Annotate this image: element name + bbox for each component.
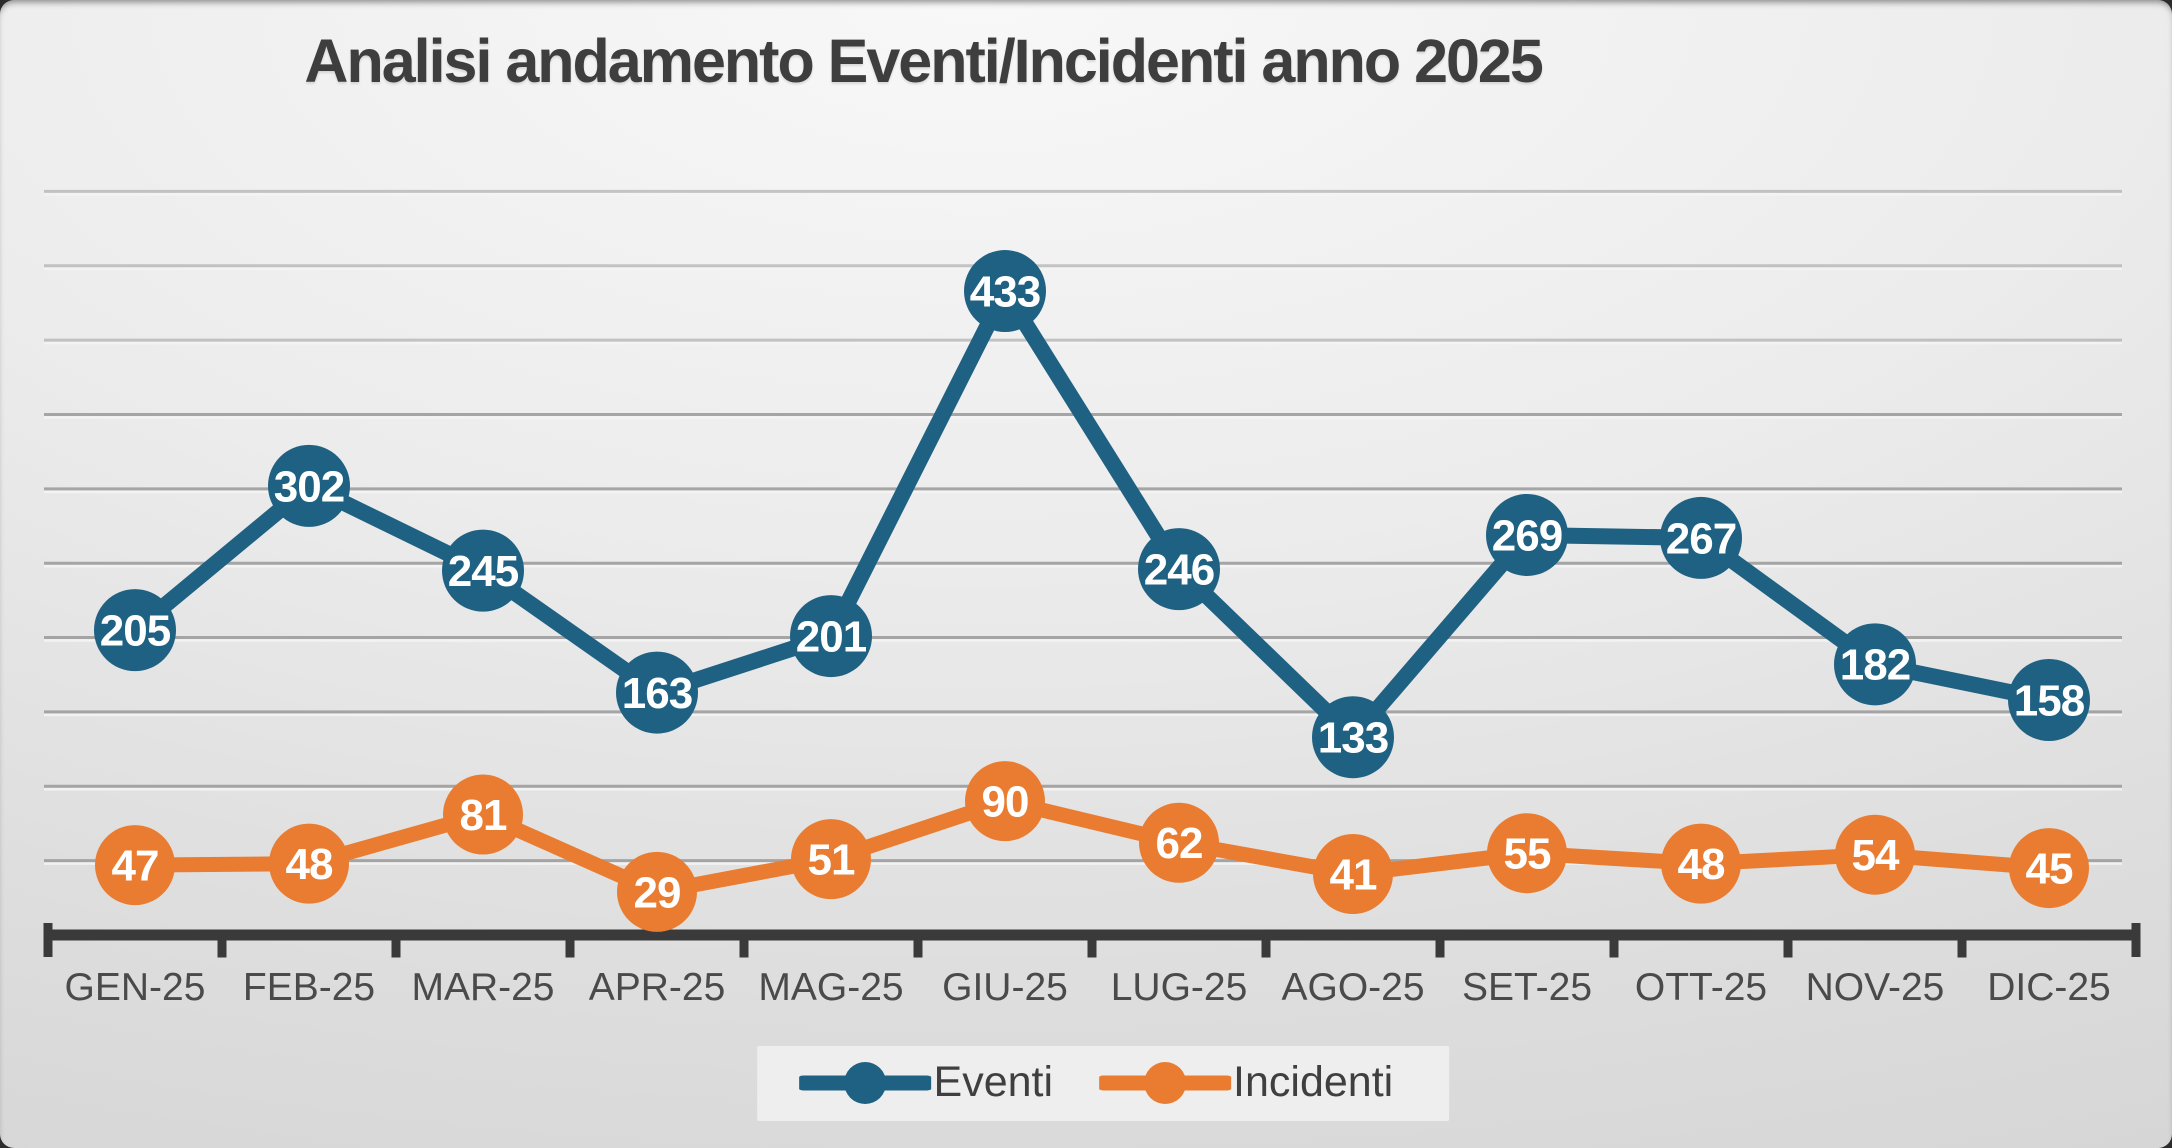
legend-label: Eventi bbox=[933, 1058, 1054, 1106]
legend-marker-icon-eventi bbox=[799, 1061, 932, 1104]
data-point-label-eventi: 133 bbox=[1318, 714, 1388, 763]
data-point-marker-eventi bbox=[1660, 496, 1742, 579]
x-axis-label: LUG-25 bbox=[1111, 966, 1248, 1009]
x-axis-tick bbox=[2131, 923, 2141, 957]
data-point-marker-incidenti bbox=[617, 851, 697, 932]
legend-label: Incidenti bbox=[1233, 1058, 1394, 1106]
data-point-label-eventi: 302 bbox=[274, 462, 344, 511]
data-point-marker-incidenti bbox=[443, 774, 523, 855]
series-line-eventi bbox=[127, 283, 2057, 746]
data-point-label-eventi: 201 bbox=[796, 612, 867, 661]
x-axis-label: AGO-25 bbox=[1281, 966, 1424, 1009]
data-point-label-incidenti: 54 bbox=[1852, 831, 1900, 880]
data-point-label-incidenti: 51 bbox=[808, 836, 855, 885]
data-point-label-eventi: 246 bbox=[1144, 546, 1214, 595]
chart-title: Analisi andamento Eventi/Incidenti anno … bbox=[304, 27, 1543, 95]
legend-item-incidenti: Incidenti bbox=[1099, 1058, 1393, 1107]
data-point-label-eventi: 267 bbox=[1666, 514, 1736, 563]
legend-item-eventi: Eventi bbox=[799, 1058, 1054, 1107]
x-axis-label: APR-25 bbox=[589, 966, 726, 1009]
data-point-label-incidenti: 47 bbox=[112, 842, 159, 891]
x-axis-label: MAR-25 bbox=[411, 966, 554, 1009]
data-point-label-eventi: 163 bbox=[622, 669, 692, 718]
data-point-label-eventi: 182 bbox=[1840, 641, 1910, 690]
data-point-label-incidenti: 48 bbox=[286, 840, 333, 889]
data-point-marker-incidenti bbox=[2009, 828, 2089, 909]
data-point-marker-eventi bbox=[2008, 659, 2090, 742]
data-point-label-eventi: 205 bbox=[100, 607, 171, 656]
x-axis-tick bbox=[391, 929, 401, 958]
data-point-label-incidenti: 29 bbox=[634, 868, 681, 917]
x-axis-label: OTT-25 bbox=[1635, 966, 1767, 1009]
x-axis-label: GIU-25 bbox=[942, 966, 1068, 1009]
data-point-marker-eventi bbox=[790, 595, 872, 678]
data-point-label-incidenti: 41 bbox=[1330, 850, 1377, 899]
data-point-marker-incidenti bbox=[1835, 814, 1915, 895]
x-axis-label: NOV-25 bbox=[1806, 966, 1945, 1009]
x-axis-label: FEB-25 bbox=[243, 966, 375, 1009]
data-point-marker-incidenti bbox=[95, 825, 175, 906]
x-axis-tick bbox=[217, 929, 227, 958]
data-point-marker-eventi bbox=[1834, 623, 1916, 706]
series-line-incidenti bbox=[127, 793, 2057, 900]
data-point-label-incidenti: 81 bbox=[460, 791, 507, 840]
data-point-label-eventi: 245 bbox=[448, 547, 519, 596]
data-point-label-incidenti: 62 bbox=[1156, 819, 1203, 868]
data-point-label-incidenti: 45 bbox=[2026, 844, 2073, 893]
data-point-label-incidenti: 48 bbox=[1678, 840, 1725, 889]
x-axis-tick bbox=[1435, 929, 1445, 958]
data-point-marker-eventi bbox=[616, 651, 698, 734]
chart-legend: Eventi Incidenti bbox=[757, 1046, 1450, 1121]
x-axis-tick bbox=[1261, 929, 1271, 958]
data-point-label-eventi: 269 bbox=[1492, 511, 1562, 560]
x-axis-label: DIC-25 bbox=[1987, 966, 2111, 1009]
data-point-marker-incidenti bbox=[1661, 823, 1741, 904]
x-axis-tick bbox=[913, 929, 923, 958]
x-axis-tick bbox=[739, 929, 749, 958]
x-axis-tick bbox=[1087, 929, 1097, 958]
x-axis-tick bbox=[1609, 929, 1619, 958]
x-axis-label: SET-25 bbox=[1462, 966, 1592, 1009]
x-axis-tick bbox=[565, 929, 575, 958]
data-point-label-incidenti: 55 bbox=[1504, 830, 1551, 879]
x-axis-tick bbox=[1783, 929, 1793, 958]
legend-marker-icon-incidenti bbox=[1099, 1061, 1232, 1104]
data-point-marker-eventi bbox=[442, 529, 524, 612]
data-point-label-eventi: 433 bbox=[970, 267, 1040, 316]
data-point-marker-incidenti bbox=[791, 819, 871, 900]
data-point-label-incidenti: 90 bbox=[982, 778, 1029, 827]
data-point-marker-eventi bbox=[964, 250, 1046, 333]
data-point-marker-incidenti bbox=[1487, 813, 1567, 894]
x-axis-tick bbox=[43, 923, 53, 957]
data-point-marker-incidenti bbox=[1313, 834, 1393, 915]
x-axis-label: GEN-25 bbox=[65, 966, 206, 1009]
x-axis-label: MAG-25 bbox=[758, 966, 903, 1009]
data-point-marker-eventi bbox=[1138, 528, 1220, 611]
x-axis-tick bbox=[1957, 929, 1967, 958]
data-point-marker-incidenti bbox=[1139, 802, 1219, 883]
data-point-marker-eventi bbox=[1312, 696, 1394, 779]
data-point-marker-incidenti bbox=[965, 761, 1045, 842]
data-point-marker-eventi bbox=[94, 589, 176, 672]
data-point-label-eventi: 158 bbox=[2014, 676, 2085, 725]
data-point-marker-eventi bbox=[268, 444, 350, 527]
data-point-marker-incidenti bbox=[269, 823, 349, 904]
data-point-marker-eventi bbox=[1486, 493, 1568, 576]
